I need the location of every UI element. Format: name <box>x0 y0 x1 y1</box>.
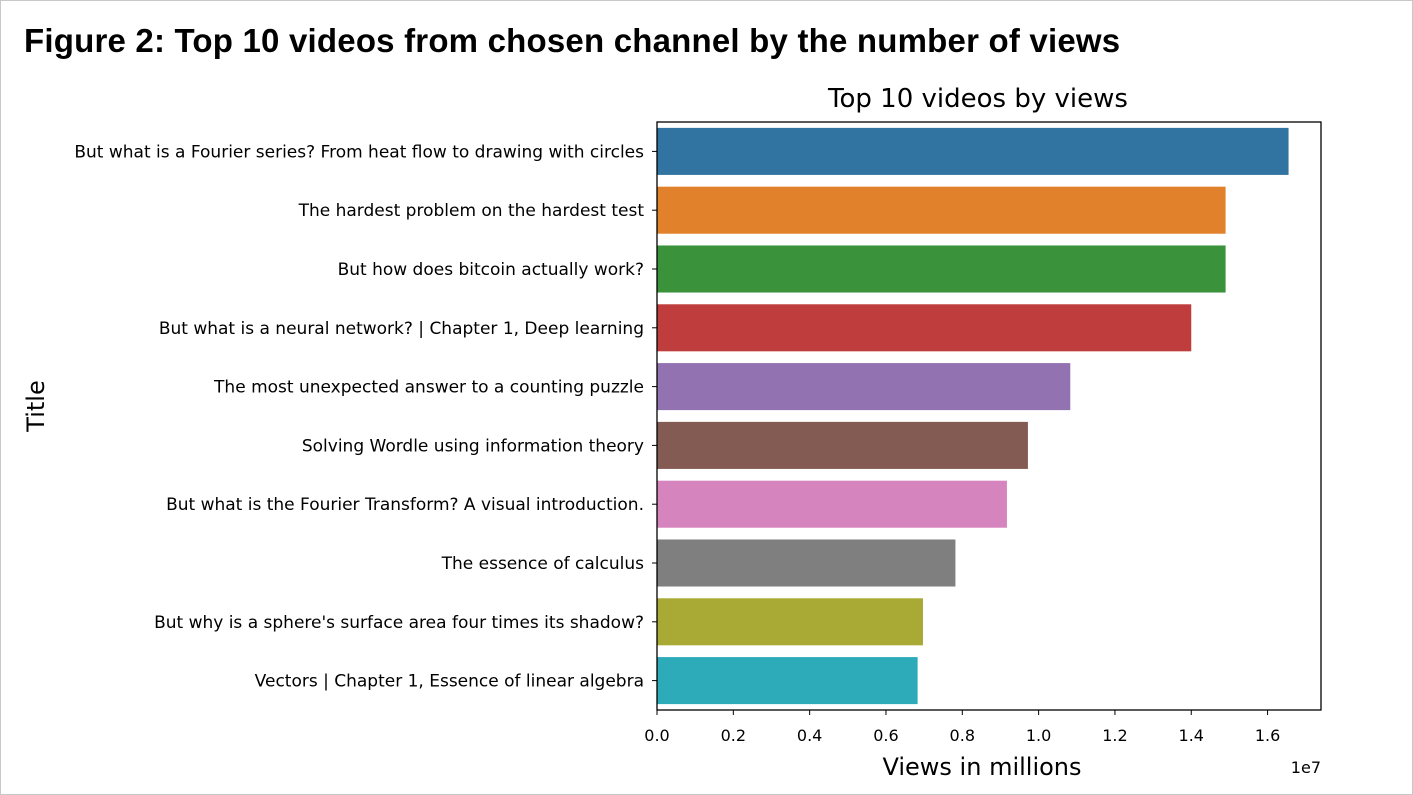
y-tick-label: The essence of calculus <box>441 554 645 574</box>
bar <box>657 304 1192 352</box>
x-tick-label: 0.4 <box>797 726 822 745</box>
bar <box>657 421 1028 469</box>
x-tick-label: 0.8 <box>950 726 975 745</box>
x-tick-label: 1.4 <box>1179 726 1204 745</box>
bar <box>657 657 918 705</box>
bar <box>657 598 923 646</box>
x-tick-label: 1.0 <box>1026 726 1051 745</box>
y-tick-label: But what is the Fourier Transform? A vis… <box>166 495 644 515</box>
bar <box>657 480 1007 528</box>
x-axis-offset-label: 1e7 <box>1291 758 1321 777</box>
bar <box>657 245 1226 293</box>
bar <box>657 127 1289 175</box>
bar <box>657 363 1071 411</box>
x-tick-label: 1.6 <box>1255 726 1280 745</box>
y-axis-ticks: But what is a Fourier series? From heat … <box>74 142 657 692</box>
y-tick-label: But how does bitcoin actually work? <box>338 260 644 280</box>
x-tick-label: 0.2 <box>721 726 746 745</box>
y-tick-label: The hardest problem on the hardest test <box>298 201 645 221</box>
y-tick-label: But what is a neural network? | Chapter … <box>159 319 644 339</box>
y-tick-label: Solving Wordle using information theory <box>302 436 644 456</box>
x-axis-ticks: 0.0 0.2 0.4 0.6 0.8 1.0 1.2 1.4 1.6 <box>644 710 1280 745</box>
y-tick-label: The most unexpected answer to a counting… <box>213 378 644 398</box>
y-tick-label: But why is a sphere's surface area four … <box>154 613 644 633</box>
x-tick-label: 0.0 <box>644 726 669 745</box>
y-tick-label: Vectors | Chapter 1, Essence of linear a… <box>255 672 644 692</box>
bar <box>657 539 956 587</box>
y-axis-title: Title <box>22 380 50 432</box>
bar <box>657 186 1226 234</box>
chart-title: Top 10 videos by views <box>827 84 1128 114</box>
bars-group <box>657 127 1289 705</box>
x-tick-label: 0.6 <box>873 726 898 745</box>
plot-area-border <box>656 121 1322 711</box>
figure-caption: Figure 2: Top 10 videos from chosen chan… <box>24 22 1121 59</box>
x-axis-title: Views in millions <box>882 753 1081 781</box>
x-tick-label: 1.2 <box>1102 726 1127 745</box>
y-tick-label: But what is a Fourier series? From heat … <box>74 142 644 162</box>
